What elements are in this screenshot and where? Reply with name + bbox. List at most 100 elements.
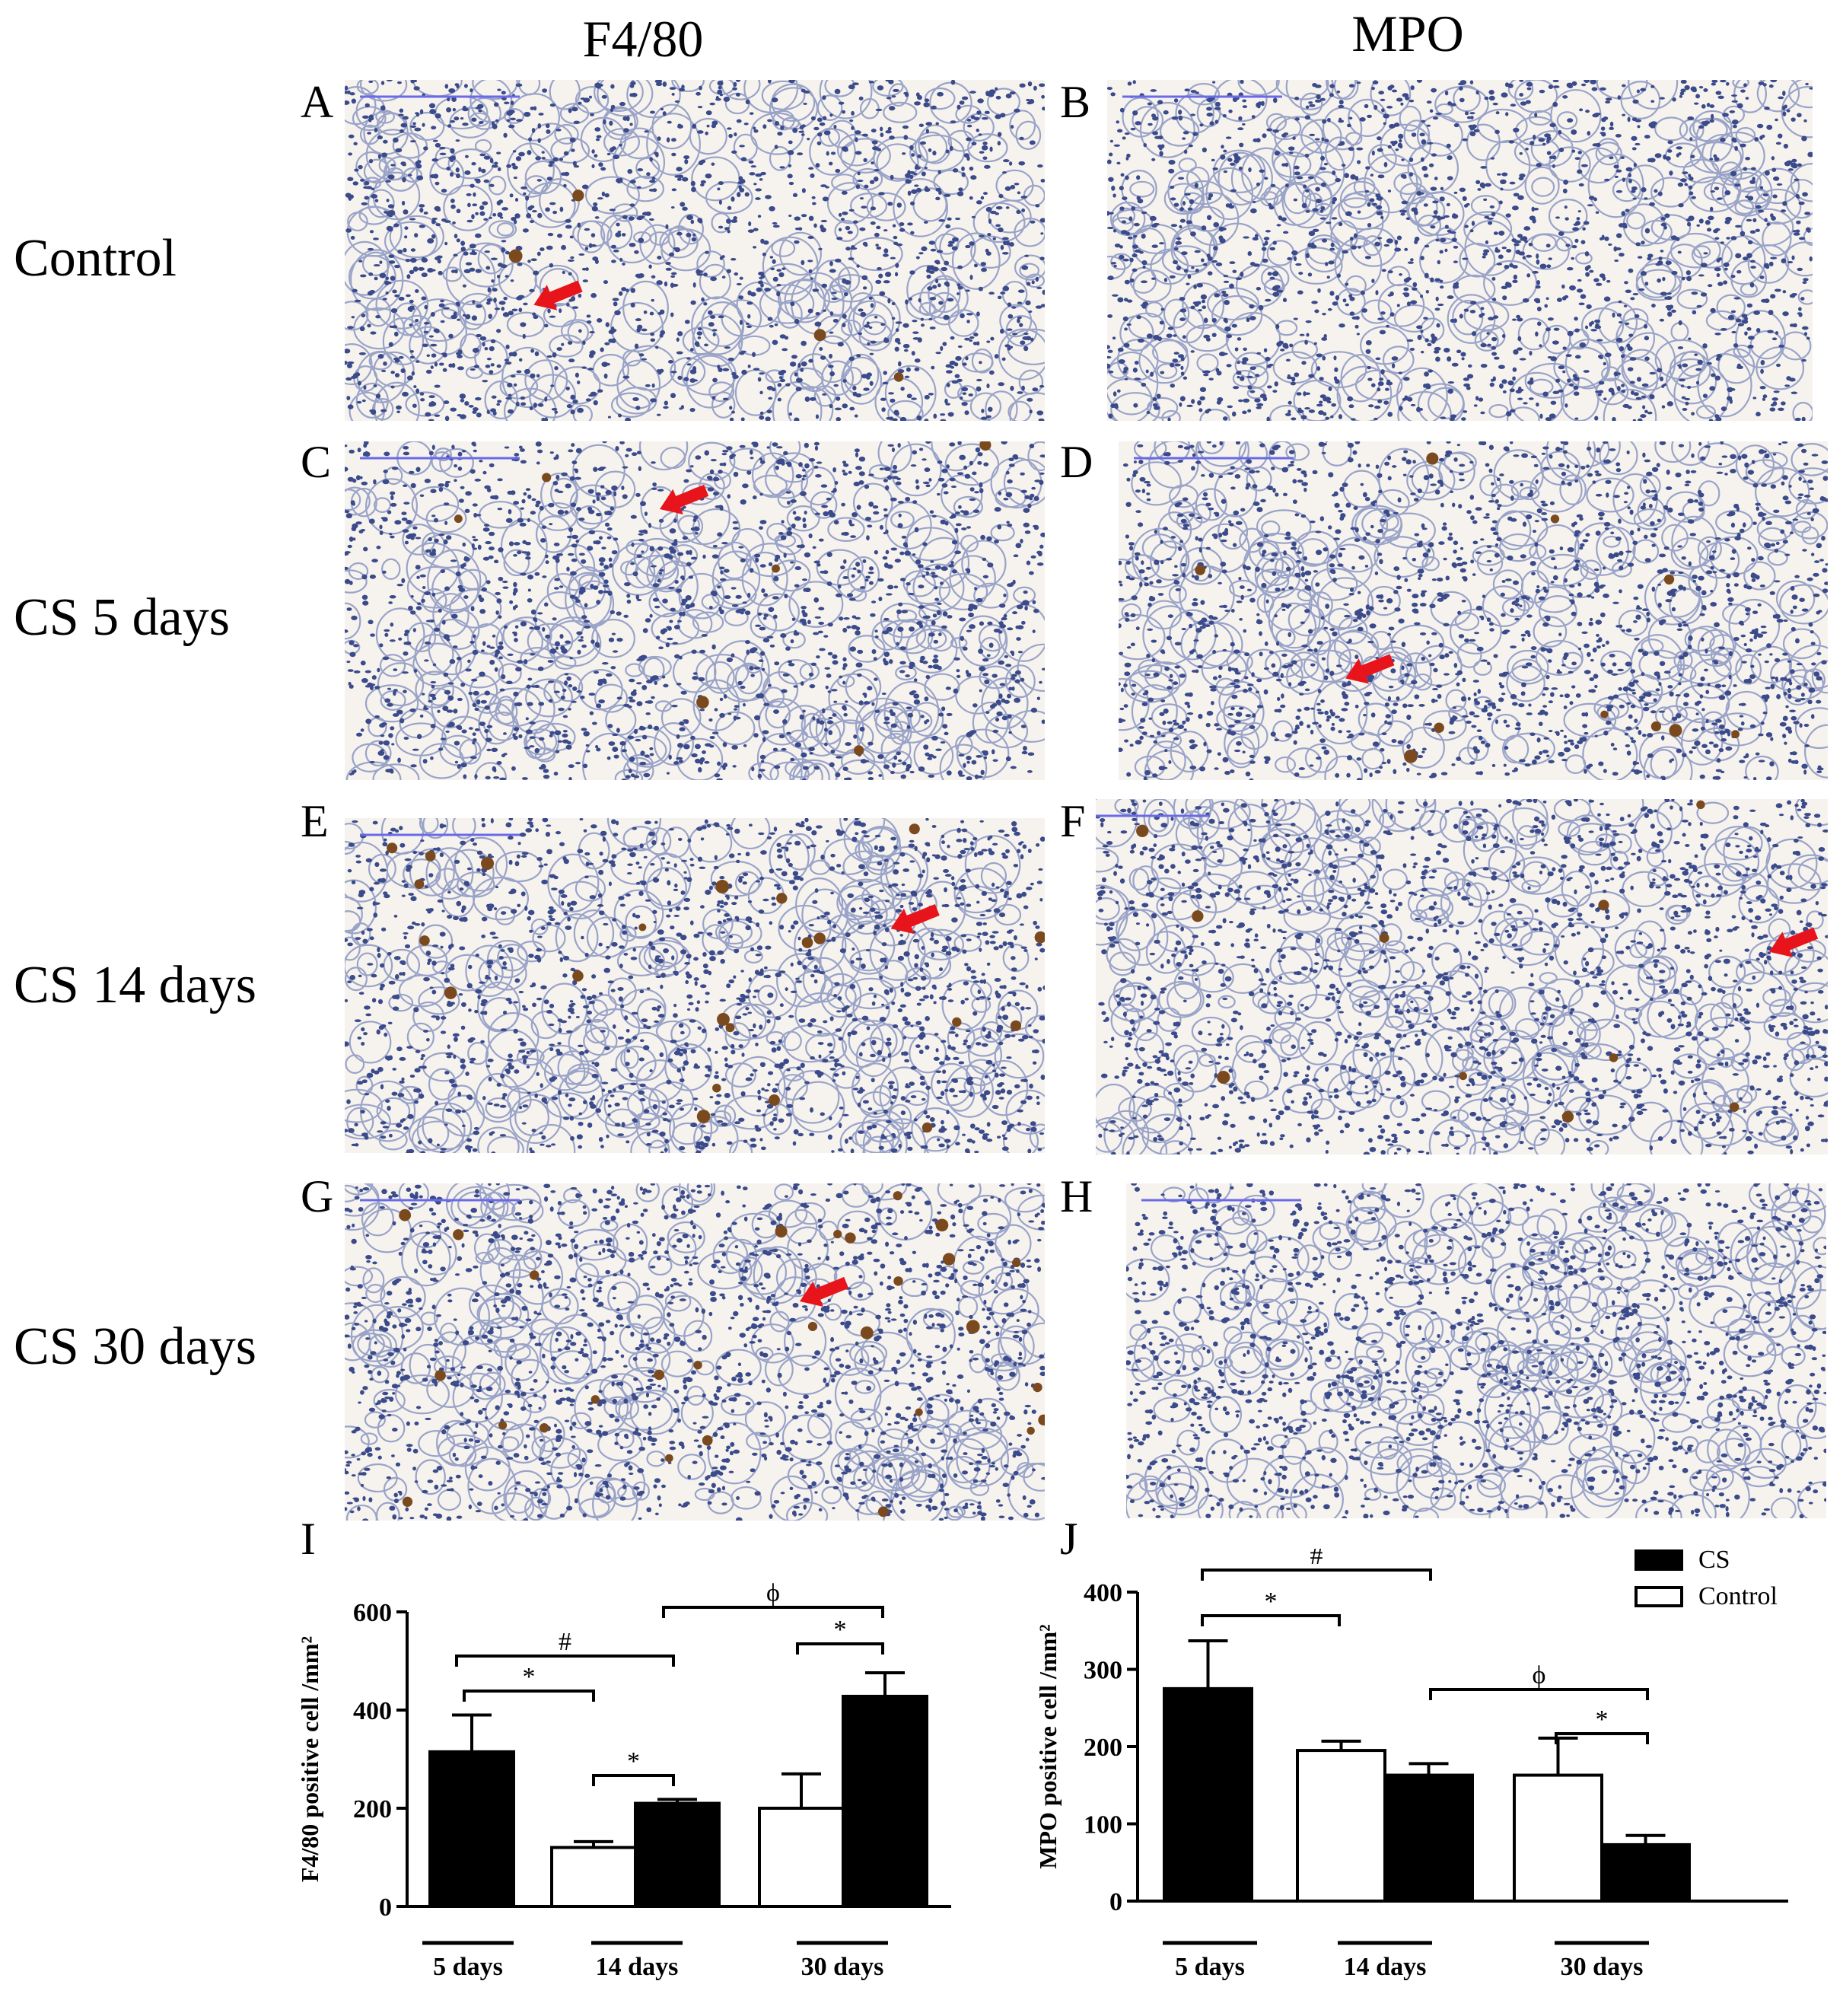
chart-j: 0 100 200 300 400 MPO positive cell /mm² 5 day… <box>1027 1542 1834 2009</box>
panel-letter-e: E <box>301 796 329 846</box>
red-arrow-icon <box>1769 927 1819 957</box>
significance-symbol: * <box>627 1747 640 1776</box>
y-tick-label: 600 <box>353 1599 392 1627</box>
red-arrow-icon <box>533 280 583 311</box>
significance-symbol: * <box>834 1616 847 1644</box>
tissue-texture <box>345 80 1045 421</box>
tissue-texture <box>345 1183 1045 1521</box>
row-label-cs-14-days: CS 14 days <box>14 956 256 1014</box>
nuclei <box>345 80 1045 421</box>
bar <box>758 1807 845 1908</box>
panel-letter-g: G <box>301 1171 334 1221</box>
alveolar-walls <box>1126 1183 1826 1518</box>
y-tick-label: 200 <box>1084 1734 1122 1762</box>
nuclei <box>345 818 1045 1153</box>
y-tick-label: 0 <box>1109 1888 1122 1916</box>
panel-letter-d: D <box>1060 437 1093 487</box>
nuclei <box>1096 799 1828 1155</box>
significance-bracket <box>1201 1569 1432 1581</box>
alveolar-walls <box>345 441 1045 780</box>
significance-bracket <box>592 1774 675 1786</box>
significance-bracket <box>662 1606 884 1618</box>
significance-bracket <box>1429 1688 1649 1700</box>
red-arrow-icon <box>890 904 940 935</box>
bar <box>428 1750 515 1908</box>
red-arrow-icon <box>1345 654 1395 684</box>
y-tick-label: 400 <box>353 1697 392 1725</box>
panel-letter-b: B <box>1060 77 1091 127</box>
micrograph-panel-f <box>1096 799 1828 1155</box>
bar <box>1600 1842 1691 1903</box>
panel-letter-a: A <box>301 77 334 127</box>
significance-bracket <box>1201 1614 1341 1626</box>
panel-letter-i: I <box>301 1514 316 1564</box>
micrograph-panel-h <box>1126 1183 1826 1518</box>
tissue-texture <box>345 441 1045 780</box>
micrograph-panel-g <box>345 1183 1045 1521</box>
y-tick-label: 300 <box>1084 1657 1122 1685</box>
legend-label: Control <box>1698 1582 1778 1610</box>
red-arrow-icon <box>800 1276 849 1307</box>
nuclei <box>345 441 1045 780</box>
red-arrow-icon <box>660 484 709 514</box>
y-tick-label: 100 <box>1084 1811 1122 1839</box>
column-header-f480: F4/80 <box>582 10 704 68</box>
y-tick-label: 200 <box>353 1795 392 1823</box>
significance-symbol: ϕ <box>766 1583 780 1607</box>
micrograph-panel-d <box>1119 441 1828 780</box>
micrograph-panel-b <box>1107 80 1813 421</box>
alveolar-walls <box>345 80 1045 421</box>
tissue-texture <box>1126 1183 1826 1518</box>
panel-letter-j: J <box>1060 1514 1078 1564</box>
significance-bracket <box>463 1690 595 1702</box>
nuclei <box>345 1183 1045 1521</box>
micrograph-panel-e <box>345 818 1045 1153</box>
tissue-texture <box>1107 80 1813 421</box>
y-tick-label: 400 <box>1084 1579 1122 1607</box>
positive-cells <box>454 441 992 756</box>
significance-bracket <box>796 1642 884 1655</box>
tissue-texture <box>1096 799 1828 1155</box>
significance-bracket <box>455 1655 675 1667</box>
row-label-cs-30-days: CS 30 days <box>14 1317 256 1376</box>
y-axis-label: MPO positive cell /mm² <box>1034 1624 1062 1869</box>
bar <box>1163 1686 1253 1903</box>
category-label: 5 days <box>1175 1953 1245 1981</box>
positive-cells <box>508 189 904 382</box>
tissue-background <box>1096 799 1828 1155</box>
legend-swatch <box>1635 1586 1683 1607</box>
bar <box>1513 1773 1603 1903</box>
positive-cells <box>387 823 1045 1133</box>
legend-label: CS <box>1698 1549 1730 1574</box>
positive-cells <box>1136 800 1740 1123</box>
y-axis-label: F4/80 positive cell /mm² <box>296 1636 323 1882</box>
category-label: 30 days <box>801 1953 884 1981</box>
significance-symbol: # <box>559 1628 571 1656</box>
nuclei <box>1119 441 1828 780</box>
significance-bracket <box>1555 1732 1649 1744</box>
positive-cells <box>399 1191 1045 1518</box>
legend-swatch <box>1635 1549 1683 1571</box>
significance-symbol: * <box>1265 1588 1278 1616</box>
row-label-control: Control <box>14 229 177 288</box>
category-label: 5 days <box>433 1953 503 1981</box>
micrograph-panel-c <box>345 441 1045 780</box>
nuclei <box>1126 1183 1826 1518</box>
bar <box>842 1694 928 1908</box>
significance-symbol: * <box>1596 1705 1609 1734</box>
significance-symbol: * <box>523 1663 536 1691</box>
chart-j-svg: 0 100 200 300 400 MPO positive cell /mm² 5 day… <box>1034 1542 1788 1981</box>
column-header-mpo: MPO <box>1351 5 1464 62</box>
bar <box>1296 1749 1386 1903</box>
category-label: 14 days <box>596 1953 679 1981</box>
panel-letter-c: C <box>301 437 332 487</box>
bar <box>634 1801 721 1908</box>
category-label: 14 days <box>1344 1953 1427 1981</box>
row-label-cs-5-days: CS 5 days <box>14 588 230 647</box>
significance-symbol: ϕ <box>1533 1661 1546 1690</box>
chart-i: 0 200 400 600 F4/80 positive cell /mm² 5 days… <box>289 1579 974 2009</box>
bar <box>1383 1773 1474 1903</box>
tissue-texture <box>1119 441 1828 780</box>
y-tick-label: 0 <box>379 1893 392 1922</box>
panel-letter-f: F <box>1060 796 1086 846</box>
